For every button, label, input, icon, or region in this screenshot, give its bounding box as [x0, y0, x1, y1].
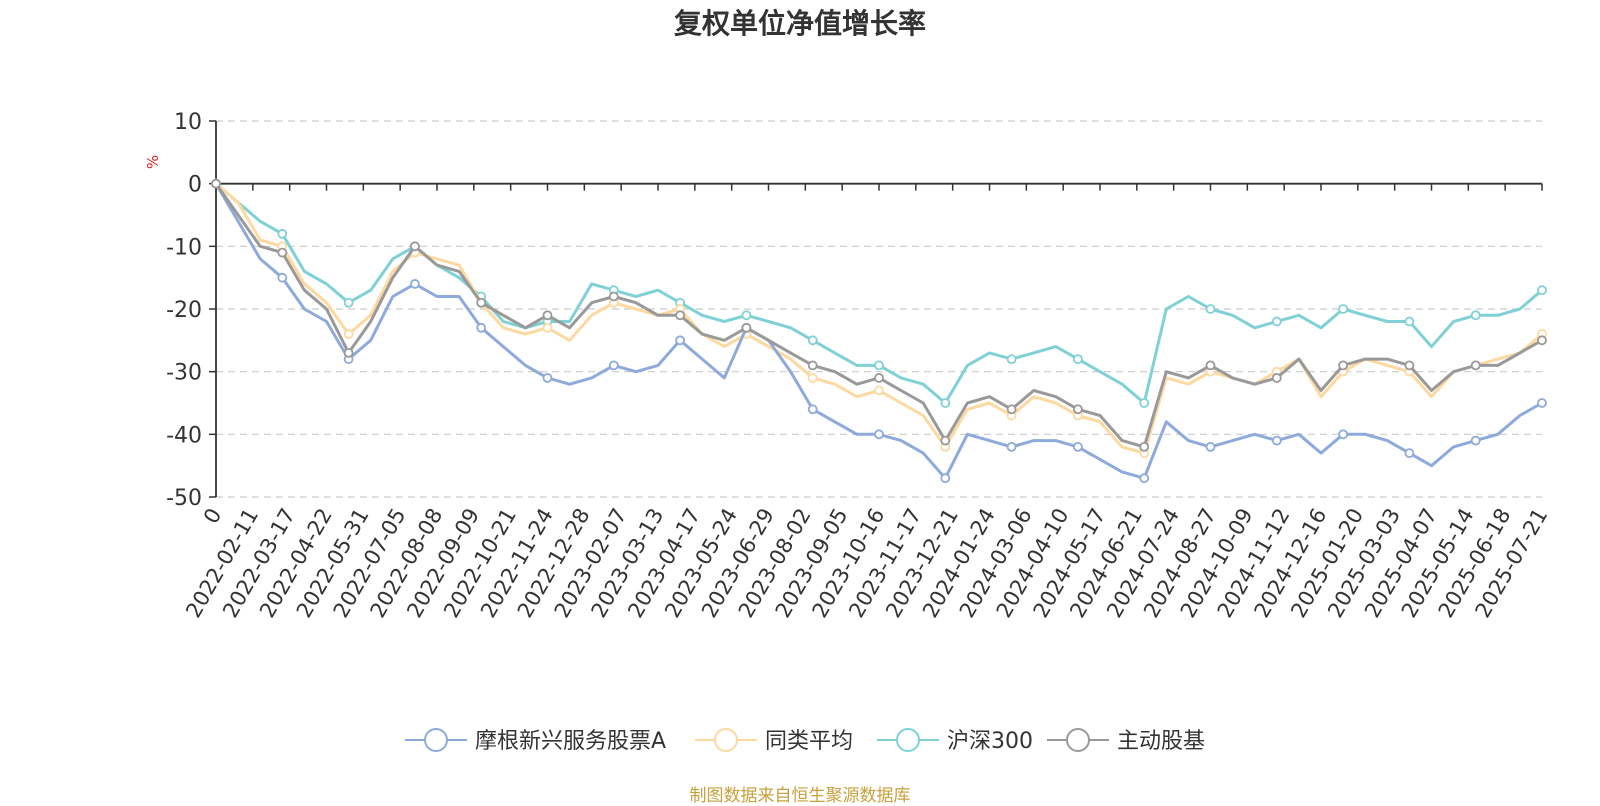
series-point: [277, 247, 288, 258]
series-point: [1338, 429, 1348, 440]
series-point: [1470, 435, 1481, 446]
series-point: [277, 228, 288, 239]
series-point: [1073, 441, 1083, 452]
series-point: [874, 360, 884, 371]
legend-marker: [896, 728, 920, 752]
series-point: [1073, 404, 1083, 415]
series-point: [1404, 360, 1415, 371]
series-point: [1139, 473, 1150, 484]
series-point: [874, 429, 884, 440]
series-point: [807, 335, 818, 346]
source-note: 制图数据来自恒生聚源数据库: [689, 786, 911, 806]
legend-label: 同类平均: [765, 729, 853, 754]
series-point: [1404, 316, 1415, 327]
y-axis-label: %: [144, 155, 162, 169]
series-point: [874, 373, 884, 383]
line-chart: 100-10-20-30-40-50%02022-02-112022-03-17…: [144, 110, 1552, 754]
series-point: [1537, 398, 1547, 408]
series-line: [214, 182, 1543, 449]
legend-label: 摩根新兴服务股票A: [475, 729, 666, 754]
y-tick-label: -30: [166, 361, 202, 386]
series-point: [343, 329, 354, 339]
legend-label: 主动股基: [1117, 729, 1205, 754]
series-line: [215, 182, 1543, 455]
series-point: [940, 473, 951, 484]
series-point: [1006, 404, 1017, 415]
series-point: [1470, 360, 1481, 371]
series-point: [1205, 360, 1216, 371]
series-point: [542, 373, 553, 383]
series-point: [1139, 398, 1150, 408]
series-point: [741, 310, 752, 321]
series-point: [542, 310, 553, 321]
series-point: [1271, 373, 1282, 383]
series-point: [1205, 441, 1216, 452]
series-point: [608, 360, 619, 371]
legend-marker: [1066, 728, 1090, 752]
series-point: [675, 335, 685, 346]
series-point: [807, 404, 818, 415]
y-tick-label: -20: [166, 298, 202, 323]
series-point: [476, 297, 487, 308]
series-point: [807, 373, 818, 383]
series-point: [542, 322, 553, 333]
series-point: [1338, 304, 1348, 314]
series-point: [1139, 441, 1150, 452]
legend-label: 沪深300: [947, 729, 1033, 754]
series-point: [675, 310, 685, 321]
y-tick-label: -10: [166, 235, 202, 260]
chart-title: 复权单位净值增长率: [673, 7, 926, 40]
x-tick-label: 0: [199, 504, 226, 528]
series-point: [1271, 316, 1282, 327]
series-point: [277, 272, 288, 283]
y-tick-label: 0: [188, 173, 202, 198]
series-point: [807, 360, 818, 371]
y-tick-label: 10: [174, 110, 202, 135]
y-tick-label: -40: [166, 423, 202, 448]
legend-marker: [714, 728, 738, 752]
series-point: [1006, 354, 1017, 365]
series-point: [211, 178, 221, 189]
series-point: [940, 398, 951, 408]
series-point: [1470, 310, 1481, 321]
legend-marker: [424, 728, 448, 752]
series-point: [1537, 335, 1547, 346]
series-point: [874, 385, 884, 396]
series-point: [608, 291, 619, 302]
series-point: [1404, 448, 1415, 459]
series-point: [1073, 354, 1083, 365]
series-point: [343, 297, 354, 308]
series-point: [1006, 441, 1017, 452]
series-point: [1271, 435, 1282, 446]
series-point: [1537, 285, 1547, 296]
series-point: [741, 322, 752, 333]
series-point: [1205, 304, 1216, 314]
series-point: [476, 322, 487, 333]
y-tick-label: -50: [166, 486, 202, 511]
series-point: [343, 347, 354, 358]
series-point: [409, 279, 420, 289]
series-point: [1338, 360, 1348, 371]
legend: 摩根新兴服务股票A 同类平均 沪深300 主动股基: [405, 728, 1205, 754]
series-point: [940, 435, 951, 446]
series-point: [409, 241, 420, 252]
